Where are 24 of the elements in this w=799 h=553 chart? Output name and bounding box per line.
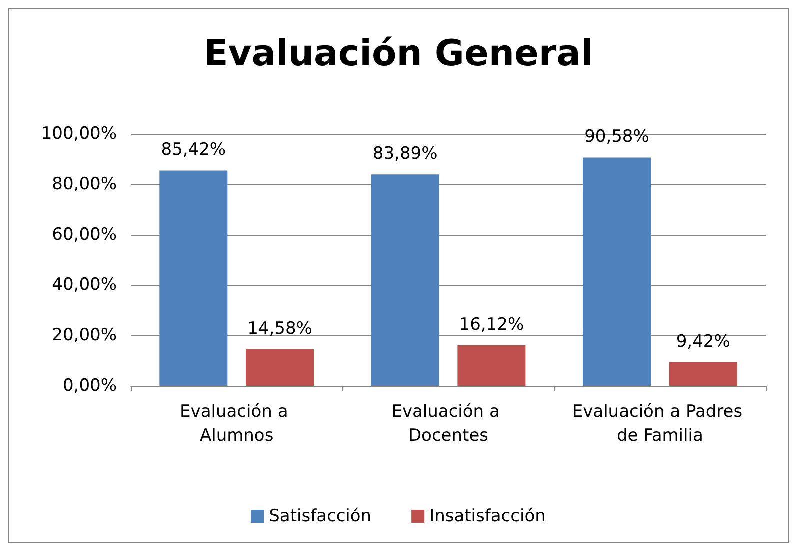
y-tick-label: 0,00% <box>62 376 117 396</box>
data-label: 9,42% <box>676 332 730 352</box>
y-tick-label: 60,00% <box>52 224 117 245</box>
legend-label: Satisfacción <box>269 506 372 526</box>
data-label: 14,58% <box>248 318 312 339</box>
data-label: 90,58% <box>584 127 650 148</box>
bar <box>669 362 738 386</box>
y-tick-label: 40,00% <box>52 275 117 296</box>
x-tick-label: Evaluación a Alumnos <box>180 402 294 446</box>
data-label: 83,89% <box>372 144 438 164</box>
y-tick-label: 20,00% <box>52 326 117 346</box>
bar <box>160 170 228 386</box>
y-tick-label: 100,00% <box>41 124 117 144</box>
data-label: 16,12% <box>459 314 524 335</box>
x-tick-label: Evaluación a Docentes <box>392 402 506 446</box>
bar <box>371 174 440 386</box>
legend-label: Insatisfacción <box>430 506 546 526</box>
bar <box>246 349 314 386</box>
x-tick-label: Evaluación a Padres de Familia <box>572 402 748 446</box>
bar <box>582 158 651 386</box>
y-tick-label: 80,00% <box>52 174 117 194</box>
data-label: 85,42% <box>161 140 226 160</box>
bar <box>458 345 526 386</box>
chart-title: Evaluación General <box>204 34 594 74</box>
